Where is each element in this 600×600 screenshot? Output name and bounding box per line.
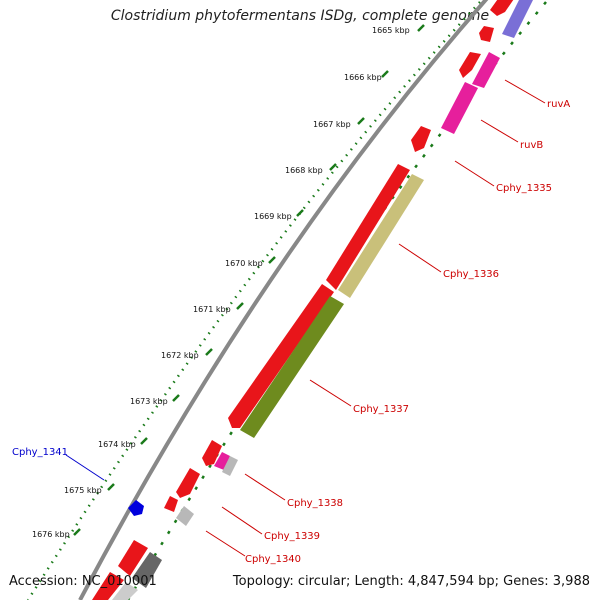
gene-feature (472, 52, 500, 88)
tick-marks (73, 24, 425, 536)
tick-label: 1674 kbp (98, 440, 136, 449)
gene-feature (240, 296, 344, 438)
gene-features (92, 0, 533, 600)
gene-feature (502, 0, 533, 38)
gene-feature (338, 174, 424, 298)
tick-label: 1669 kbp (254, 212, 292, 221)
gene-feature (176, 506, 194, 526)
gene-feature (164, 496, 178, 512)
gene-feature (92, 572, 124, 600)
tick-label: 1671 kbp (193, 305, 231, 314)
gene-feature (479, 26, 494, 42)
gene-labels: ruvA ruvB Cphy_1335 Cphy_1336 Cphy_1337 … (12, 99, 570, 565)
gene-feature (128, 500, 144, 516)
gene-feature (132, 552, 162, 588)
gene-label-cphy-1340: Cphy_1340 (245, 554, 301, 565)
gene-feature (459, 52, 481, 78)
gene-label-cphy-1337: Cphy_1337 (353, 404, 409, 415)
tick-label: 1675 kbp (64, 486, 102, 495)
gene-label-cphy-1338: Cphy_1338 (287, 498, 343, 509)
tick-label: 1670 kbp (225, 259, 263, 268)
gene-label-ruvB: ruvB (520, 140, 543, 151)
genome-summary-text: Topology: circular; Length: 4,847,594 bp… (232, 574, 590, 589)
gene-feature (490, 0, 514, 16)
map-title: Clostridium phytofermentans ISDg, comple… (110, 8, 490, 24)
gene-label-cphy-1335: Cphy_1335 (496, 183, 552, 194)
gene-label-cphy-1339: Cphy_1339 (264, 531, 320, 542)
gene-label-ruvA: ruvA (547, 99, 570, 110)
genome-backbone (78, 0, 489, 600)
gene-feature (214, 452, 230, 470)
tick-label: 1672 kbp (161, 351, 199, 360)
gene-label-cphy-1341: Cphy_1341 (12, 447, 68, 458)
tick-label: 1666 kbp (344, 73, 382, 82)
gene-label-cphy-1336: Cphy_1336 (443, 269, 499, 280)
gene-feature (411, 126, 431, 152)
gene-feature (222, 456, 238, 476)
gene-feature (118, 540, 148, 576)
tick-label: 1667 kbp (313, 120, 351, 129)
tick-label: 1673 kbp (130, 397, 168, 406)
tick-labels: 1665 kbp 1666 kbp 1667 kbp 1668 kbp 1669… (32, 26, 410, 539)
tick-label: 1676 kbp (32, 530, 70, 539)
outer-gc-dots (26, 1, 481, 600)
tick-label: 1665 kbp (372, 26, 410, 35)
gene-feature (176, 468, 200, 498)
gene-feature (228, 284, 334, 428)
gene-feature (202, 440, 222, 466)
accession-text: Accession: NC_010001 (9, 574, 157, 589)
gene-feature (441, 82, 478, 134)
gene-feature (326, 164, 410, 290)
tick-label: 1668 kbp (285, 166, 323, 175)
gene-feature (112, 582, 138, 600)
label-leaders (65, 79, 546, 557)
